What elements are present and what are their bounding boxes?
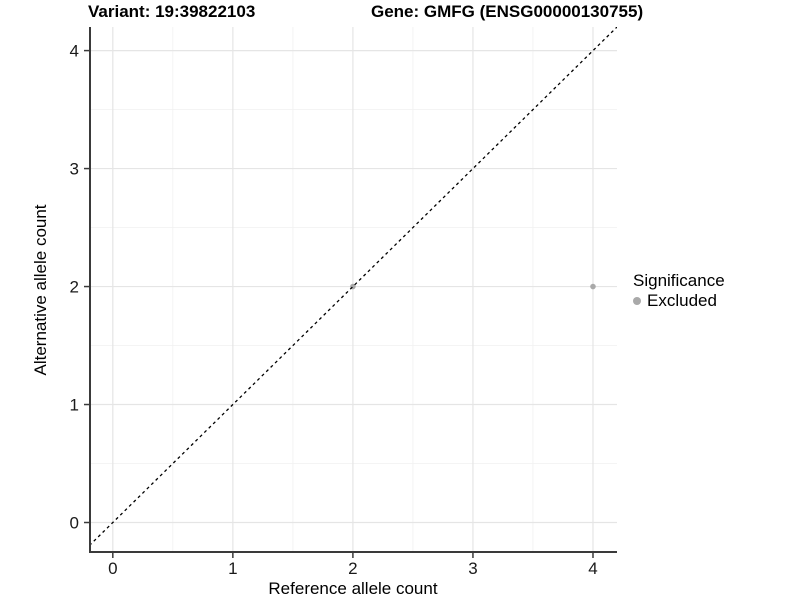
x-tick-label: 2	[348, 559, 357, 578]
y-tick-label: 0	[70, 514, 79, 533]
y-tick-label: 2	[70, 278, 79, 297]
y-axis-title: Alternative allele count	[31, 204, 50, 375]
x-tick-label: 0	[108, 559, 117, 578]
plot-title-variant: Variant: 19:39822103	[88, 2, 255, 21]
y-tick-label: 4	[70, 42, 79, 61]
plot-title-gene: Gene: GMFG (ENSG00000130755)	[371, 2, 643, 21]
data-point	[590, 283, 596, 290]
legend: Significance Excluded	[633, 271, 725, 310]
axis-layer: 0 1 2 3 4 0 1 2 3 4	[70, 27, 617, 578]
legend-entry: Excluded	[633, 291, 725, 310]
legend-entries: Excluded	[633, 291, 725, 310]
x-tick-label: 4	[588, 559, 597, 578]
grid-layer	[90, 27, 617, 552]
x-axis-title: Reference allele count	[268, 579, 437, 598]
line-layer	[90, 27, 617, 546]
identity-line	[90, 27, 617, 546]
x-tick-label: 1	[228, 559, 237, 578]
legend-label: Excluded	[647, 291, 717, 310]
y-tick-label: 3	[70, 160, 79, 179]
legend-point-icon	[633, 297, 641, 305]
legend-title: Significance	[633, 271, 725, 290]
x-tick-label: 3	[468, 559, 477, 578]
y-tick-label: 1	[70, 396, 79, 415]
